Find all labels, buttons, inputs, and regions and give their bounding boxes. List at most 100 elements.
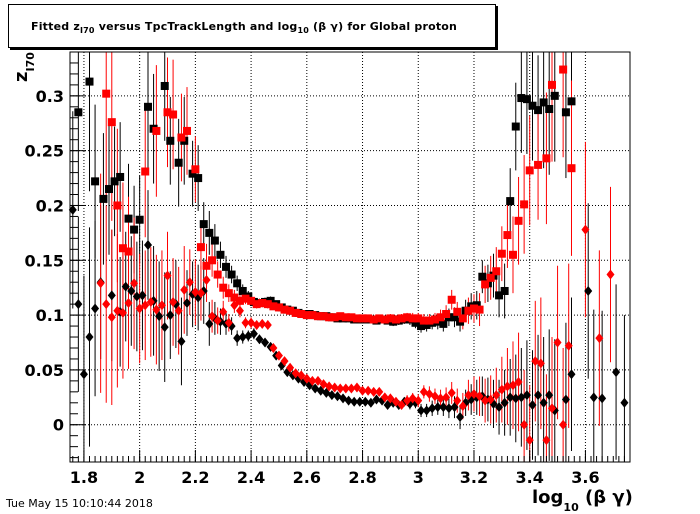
data-point-square <box>341 313 350 322</box>
data-point-diamond <box>233 333 242 344</box>
data-point-diamond <box>183 298 192 309</box>
data-point-diamond <box>436 393 445 404</box>
data-point-diamond <box>439 402 448 413</box>
data-point-diamond <box>391 396 400 407</box>
data-point-square <box>450 313 459 322</box>
data-point-square <box>436 313 445 322</box>
x-tick-label: 2 <box>134 468 145 487</box>
data-point-diamond <box>589 392 598 403</box>
y-tick-label: 0.15 <box>25 251 64 270</box>
plot-frame <box>69 51 631 463</box>
data-point-diamond <box>163 270 172 281</box>
data-point-diamond <box>598 393 607 404</box>
data-point-diamond <box>347 383 356 394</box>
data-point-diamond <box>486 394 495 405</box>
data-point-diamond <box>224 317 233 328</box>
data-point-diamond <box>559 419 568 430</box>
timestamp: Tue May 15 10:10:44 2018 <box>6 497 153 510</box>
chart-title-box: Fitted zI70 versus TpcTrackLength and lo… <box>8 4 496 48</box>
data-point-square <box>478 272 487 281</box>
data-point-diamond <box>141 300 150 311</box>
data-point-diamond <box>96 278 105 289</box>
data-point-square <box>241 294 250 303</box>
data-point-square <box>336 312 345 321</box>
data-point-diamond <box>350 396 359 407</box>
data-point-diamond <box>366 397 375 408</box>
data-point-square <box>174 158 183 167</box>
data-point-diamond <box>274 350 283 361</box>
data-point-square <box>202 261 211 270</box>
data-point-square <box>222 262 231 271</box>
data-point-diamond <box>481 395 490 406</box>
data-point-square <box>107 118 116 127</box>
data-point-square <box>414 314 423 323</box>
data-point-diamond <box>567 369 576 380</box>
data-point-diamond <box>169 296 178 307</box>
data-point-diamond <box>514 376 523 387</box>
y-tick-label: 0.25 <box>25 142 64 161</box>
data-point-diamond <box>325 381 334 392</box>
data-point-square <box>247 296 256 305</box>
data-markers <box>68 65 629 446</box>
data-point-square <box>196 243 205 252</box>
data-point-square <box>102 89 111 98</box>
data-point-diamond <box>185 277 194 288</box>
data-point-diamond <box>545 390 554 401</box>
data-point-square <box>567 164 576 173</box>
data-point-diamond <box>313 375 322 386</box>
data-point-square <box>542 154 551 163</box>
x-tick-label: 3.2 <box>460 468 488 487</box>
data-point-diamond <box>564 340 573 351</box>
data-point-diamond <box>127 285 136 296</box>
data-point-diamond <box>68 204 77 215</box>
data-point-square <box>224 289 233 298</box>
data-point-diamond <box>160 322 169 333</box>
data-point-square <box>280 305 289 314</box>
data-point-diamond <box>386 393 395 404</box>
data-point-square <box>380 315 389 324</box>
data-point-diamond <box>74 299 83 310</box>
data-point-square <box>453 307 462 316</box>
data-point-square <box>525 166 534 175</box>
data-point-diamond <box>238 332 247 343</box>
data-point-diamond <box>456 412 465 423</box>
data-point-diamond <box>464 390 473 401</box>
data-point-square <box>469 304 478 313</box>
data-point-square <box>124 214 133 223</box>
data-point-square <box>110 177 119 186</box>
data-point-diamond <box>542 435 551 446</box>
data-point-diamond <box>252 319 261 330</box>
data-point-square <box>205 228 214 237</box>
data-point-diamond <box>444 403 453 414</box>
data-point-square <box>130 225 139 234</box>
data-point-diamond <box>177 336 186 347</box>
data-point-diamond <box>297 370 306 381</box>
data-point-square <box>135 215 144 224</box>
data-point-square <box>113 201 122 210</box>
data-point-square <box>210 236 219 245</box>
data-point-diamond <box>534 390 543 401</box>
data-point-diamond <box>196 288 205 299</box>
data-point-square <box>430 315 439 324</box>
data-point-diamond <box>135 303 144 314</box>
data-point-diamond <box>536 358 545 369</box>
data-point-diamond <box>595 333 604 344</box>
data-point-square <box>375 314 384 323</box>
data-point-diamond <box>525 435 534 446</box>
data-point-square <box>99 194 108 203</box>
data-point-square <box>347 313 356 322</box>
data-point-diamond <box>130 278 139 289</box>
data-point-diamond <box>166 310 175 321</box>
data-point-diamond <box>280 356 289 367</box>
data-point-square <box>508 250 517 259</box>
data-point-square <box>219 283 228 292</box>
data-point-square <box>458 314 467 323</box>
data-point-square <box>497 249 506 258</box>
data-point-square <box>539 98 548 107</box>
data-point-square <box>522 95 531 104</box>
data-point-square <box>85 77 94 86</box>
data-point-diamond <box>453 395 462 406</box>
data-point-diamond <box>107 290 116 301</box>
data-point-diamond <box>180 284 189 295</box>
data-point-diamond <box>235 305 244 316</box>
